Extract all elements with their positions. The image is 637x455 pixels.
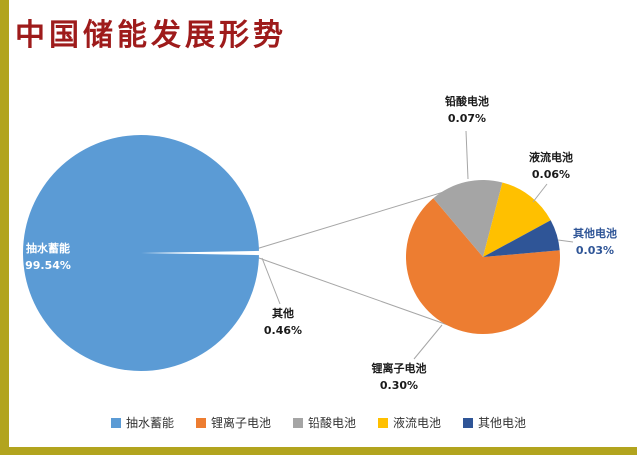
label-other-name: 其他 (272, 307, 294, 320)
secondary-slice-1 (433, 180, 503, 257)
label-other-value: 0.46% (263, 324, 303, 337)
legend-marker-lead-acid-battery (292, 417, 303, 428)
secondary-slice-3 (483, 220, 560, 257)
label-li-ion-value: 0.30% (379, 379, 419, 392)
legend-label-pumped-storage: 抽水蓄能 (125, 416, 174, 430)
label-other-battery: 其他电池 0.03% (553, 225, 637, 259)
legend-marker-flow-battery (378, 417, 388, 428)
connector-line-top (255, 183, 471, 250)
label-lead-acid-value: 0.07% (447, 112, 487, 125)
label-pumped-storage-value: 99.54% (25, 259, 71, 272)
pie-connector-lines (255, 183, 471, 331)
leader-line-li-ion (413, 324, 443, 360)
label-other: 其他 0.46% (253, 305, 313, 339)
legend-marker-other-battery (463, 417, 474, 428)
legend-item-lead-acid-battery: 铅酸电池 (292, 414, 356, 431)
label-lead-acid-name: 铅酸电池 (445, 95, 489, 108)
bottom-accent-bar (0, 447, 637, 455)
legend-label-lead-acid-battery: 铅酸电池 (307, 416, 356, 430)
legend-item-other-battery: 其他电池 (463, 414, 526, 431)
legend-marker-pumped-storage (110, 417, 121, 428)
legend-item-li-ion-battery: 锂离子电池 (195, 414, 271, 431)
label-other-battery-value: 0.03% (575, 244, 615, 257)
leader-line-flow-battery (532, 183, 548, 203)
label-li-ion-name: 锂离子电池 (371, 362, 427, 375)
leader-line-lead-acid (465, 130, 469, 180)
label-flow-battery: 液流电池 0.06% (511, 149, 591, 183)
left-accent-bar (0, 0, 9, 455)
secondary-slice-0 (405, 198, 560, 335)
page-title: 中国储能发展形势 (15, 18, 287, 53)
legend-item-flow-battery: 液流电池 (378, 414, 441, 431)
label-other-battery-name: 其他电池 (573, 227, 617, 240)
label-leader-lines (261, 130, 574, 360)
primary-slice-other (141, 250, 260, 256)
legend-marker-li-ion-battery (195, 417, 206, 428)
label-flow-name: 液流电池 (529, 151, 573, 164)
label-li-ion-battery: 锂离子电池 0.30% (359, 360, 439, 394)
connector-line-bottom (255, 256, 463, 331)
label-pumped-storage: 抽水蓄能 99.54% (15, 240, 81, 274)
secondary-pie (405, 180, 560, 335)
legend-item-pumped-storage: 抽水蓄能 (110, 414, 174, 431)
legend-label-flow-battery: 液流电池 (393, 416, 442, 430)
primary-pie (23, 135, 260, 371)
label-lead-acid-battery: 铅酸电池 0.07% (427, 93, 507, 127)
leader-line-other-battery (557, 239, 574, 243)
label-flow-value: 0.06% (531, 168, 571, 181)
chart-legend: 抽水蓄能 锂离子电池 铅酸电池 液流电池 其他电池 (0, 414, 637, 431)
leader-line-other (261, 257, 281, 305)
legend-label-other-battery: 其他电池 (478, 416, 527, 430)
label-pumped-storage-name: 抽水蓄能 (26, 242, 70, 255)
legend-label-li-ion-battery: 锂离子电池 (210, 416, 271, 430)
